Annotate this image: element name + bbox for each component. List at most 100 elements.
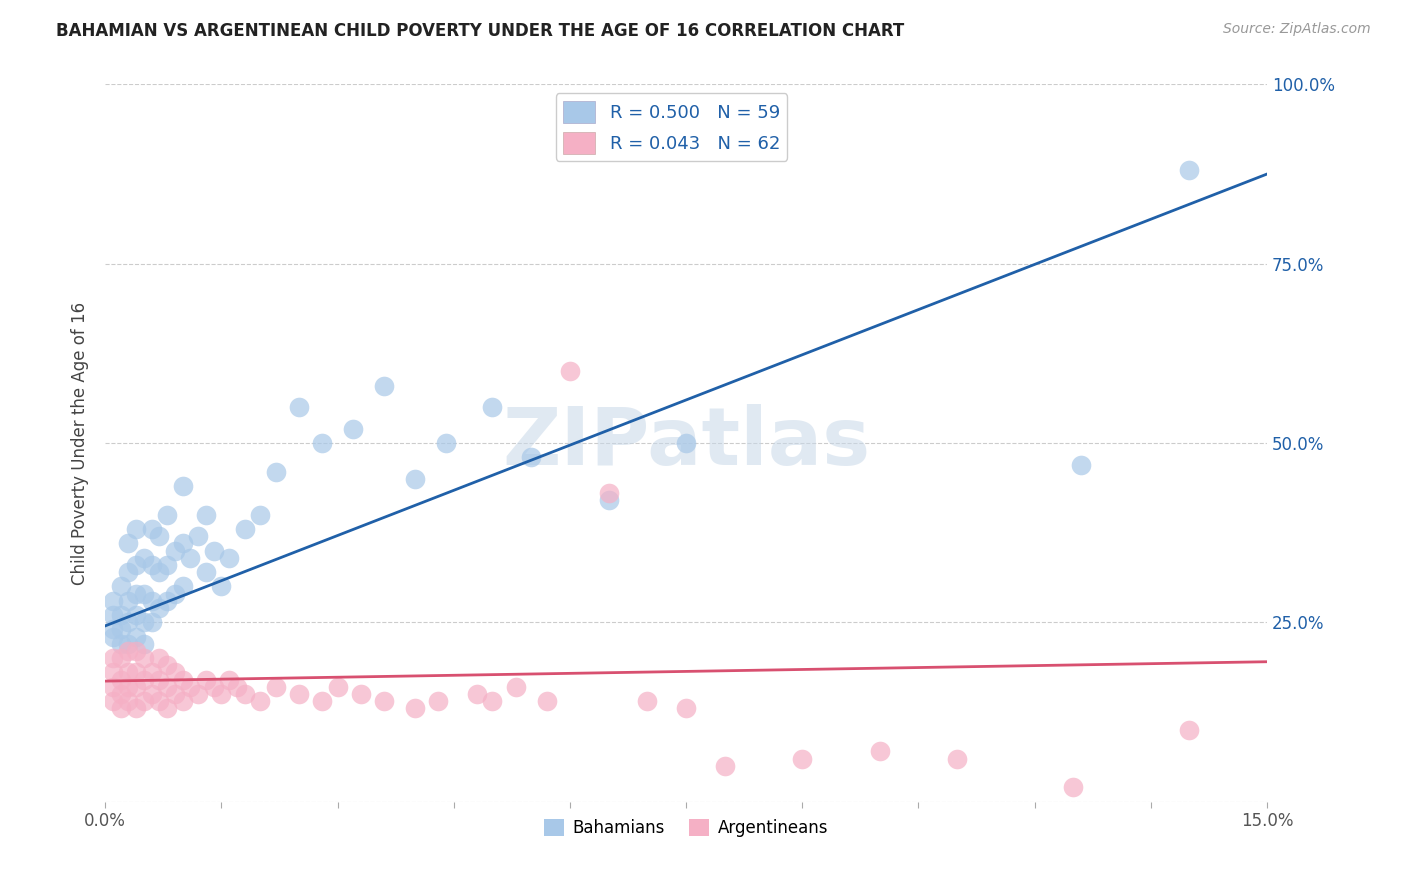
Text: Source: ZipAtlas.com: Source: ZipAtlas.com bbox=[1223, 22, 1371, 37]
Point bbox=[125, 586, 148, 600]
Point bbox=[202, 543, 225, 558]
Point bbox=[434, 436, 457, 450]
Point bbox=[117, 594, 139, 608]
Point bbox=[110, 623, 132, 637]
Point bbox=[101, 594, 124, 608]
Point bbox=[1178, 723, 1201, 737]
Point bbox=[117, 565, 139, 579]
Point bbox=[141, 558, 163, 572]
Point bbox=[132, 637, 155, 651]
Legend: Bahamians, Argentineans: Bahamians, Argentineans bbox=[537, 812, 835, 844]
Point bbox=[311, 436, 333, 450]
Point bbox=[110, 687, 132, 701]
Point bbox=[110, 651, 132, 665]
Point bbox=[125, 701, 148, 715]
Point bbox=[101, 630, 124, 644]
Point bbox=[264, 680, 287, 694]
Point bbox=[101, 680, 124, 694]
Point bbox=[288, 400, 311, 414]
Point bbox=[172, 536, 194, 550]
Point bbox=[598, 486, 620, 500]
Point bbox=[148, 651, 170, 665]
Text: BAHAMIAN VS ARGENTINEAN CHILD POVERTY UNDER THE AGE OF 16 CORRELATION CHART: BAHAMIAN VS ARGENTINEAN CHILD POVERTY UN… bbox=[56, 22, 904, 40]
Point bbox=[110, 637, 132, 651]
Point bbox=[187, 529, 209, 543]
Point bbox=[194, 673, 217, 687]
Point bbox=[148, 601, 170, 615]
Point bbox=[125, 665, 148, 680]
Point bbox=[125, 680, 148, 694]
Point bbox=[110, 608, 132, 623]
Point bbox=[194, 565, 217, 579]
Point bbox=[194, 508, 217, 522]
Point bbox=[209, 687, 232, 701]
Point bbox=[218, 550, 240, 565]
Point bbox=[156, 701, 179, 715]
Point bbox=[636, 694, 658, 708]
Point bbox=[148, 694, 170, 708]
Point bbox=[1178, 163, 1201, 178]
Point bbox=[156, 594, 179, 608]
Point bbox=[148, 673, 170, 687]
Point bbox=[101, 623, 124, 637]
Point bbox=[264, 465, 287, 479]
Point bbox=[187, 687, 209, 701]
Point bbox=[117, 637, 139, 651]
Point bbox=[148, 565, 170, 579]
Point bbox=[1070, 458, 1092, 472]
Point bbox=[179, 680, 201, 694]
Point bbox=[249, 694, 271, 708]
Point bbox=[125, 630, 148, 644]
Point bbox=[101, 665, 124, 680]
Point bbox=[536, 694, 558, 708]
Point bbox=[520, 450, 543, 465]
Point bbox=[101, 608, 124, 623]
Point bbox=[163, 586, 186, 600]
Point bbox=[141, 522, 163, 536]
Point bbox=[125, 558, 148, 572]
Point bbox=[125, 608, 148, 623]
Point bbox=[675, 701, 697, 715]
Point bbox=[350, 687, 373, 701]
Point bbox=[110, 701, 132, 715]
Point bbox=[404, 701, 426, 715]
Y-axis label: Child Poverty Under the Age of 16: Child Poverty Under the Age of 16 bbox=[72, 301, 89, 584]
Point bbox=[172, 694, 194, 708]
Point bbox=[218, 673, 240, 687]
Point bbox=[117, 694, 139, 708]
Point bbox=[141, 687, 163, 701]
Point bbox=[481, 400, 503, 414]
Point bbox=[132, 615, 155, 630]
Point bbox=[225, 680, 247, 694]
Point bbox=[427, 694, 450, 708]
Point bbox=[132, 586, 155, 600]
Text: ZIPatlas: ZIPatlas bbox=[502, 404, 870, 482]
Point bbox=[311, 694, 333, 708]
Point bbox=[125, 644, 148, 658]
Point bbox=[101, 651, 124, 665]
Point bbox=[110, 673, 132, 687]
Point bbox=[156, 508, 179, 522]
Point bbox=[288, 687, 311, 701]
Point bbox=[163, 687, 186, 701]
Point bbox=[792, 751, 814, 765]
Point bbox=[946, 751, 969, 765]
Point bbox=[156, 658, 179, 673]
Point bbox=[117, 644, 139, 658]
Point bbox=[675, 436, 697, 450]
Point bbox=[209, 579, 232, 593]
Point bbox=[202, 680, 225, 694]
Point bbox=[481, 694, 503, 708]
Point bbox=[132, 694, 155, 708]
Point bbox=[132, 673, 155, 687]
Point bbox=[117, 536, 139, 550]
Point bbox=[373, 694, 395, 708]
Point bbox=[342, 422, 364, 436]
Point bbox=[125, 522, 148, 536]
Point bbox=[326, 680, 349, 694]
Point bbox=[249, 508, 271, 522]
Point bbox=[156, 680, 179, 694]
Point bbox=[141, 615, 163, 630]
Point bbox=[869, 744, 891, 758]
Point bbox=[404, 472, 426, 486]
